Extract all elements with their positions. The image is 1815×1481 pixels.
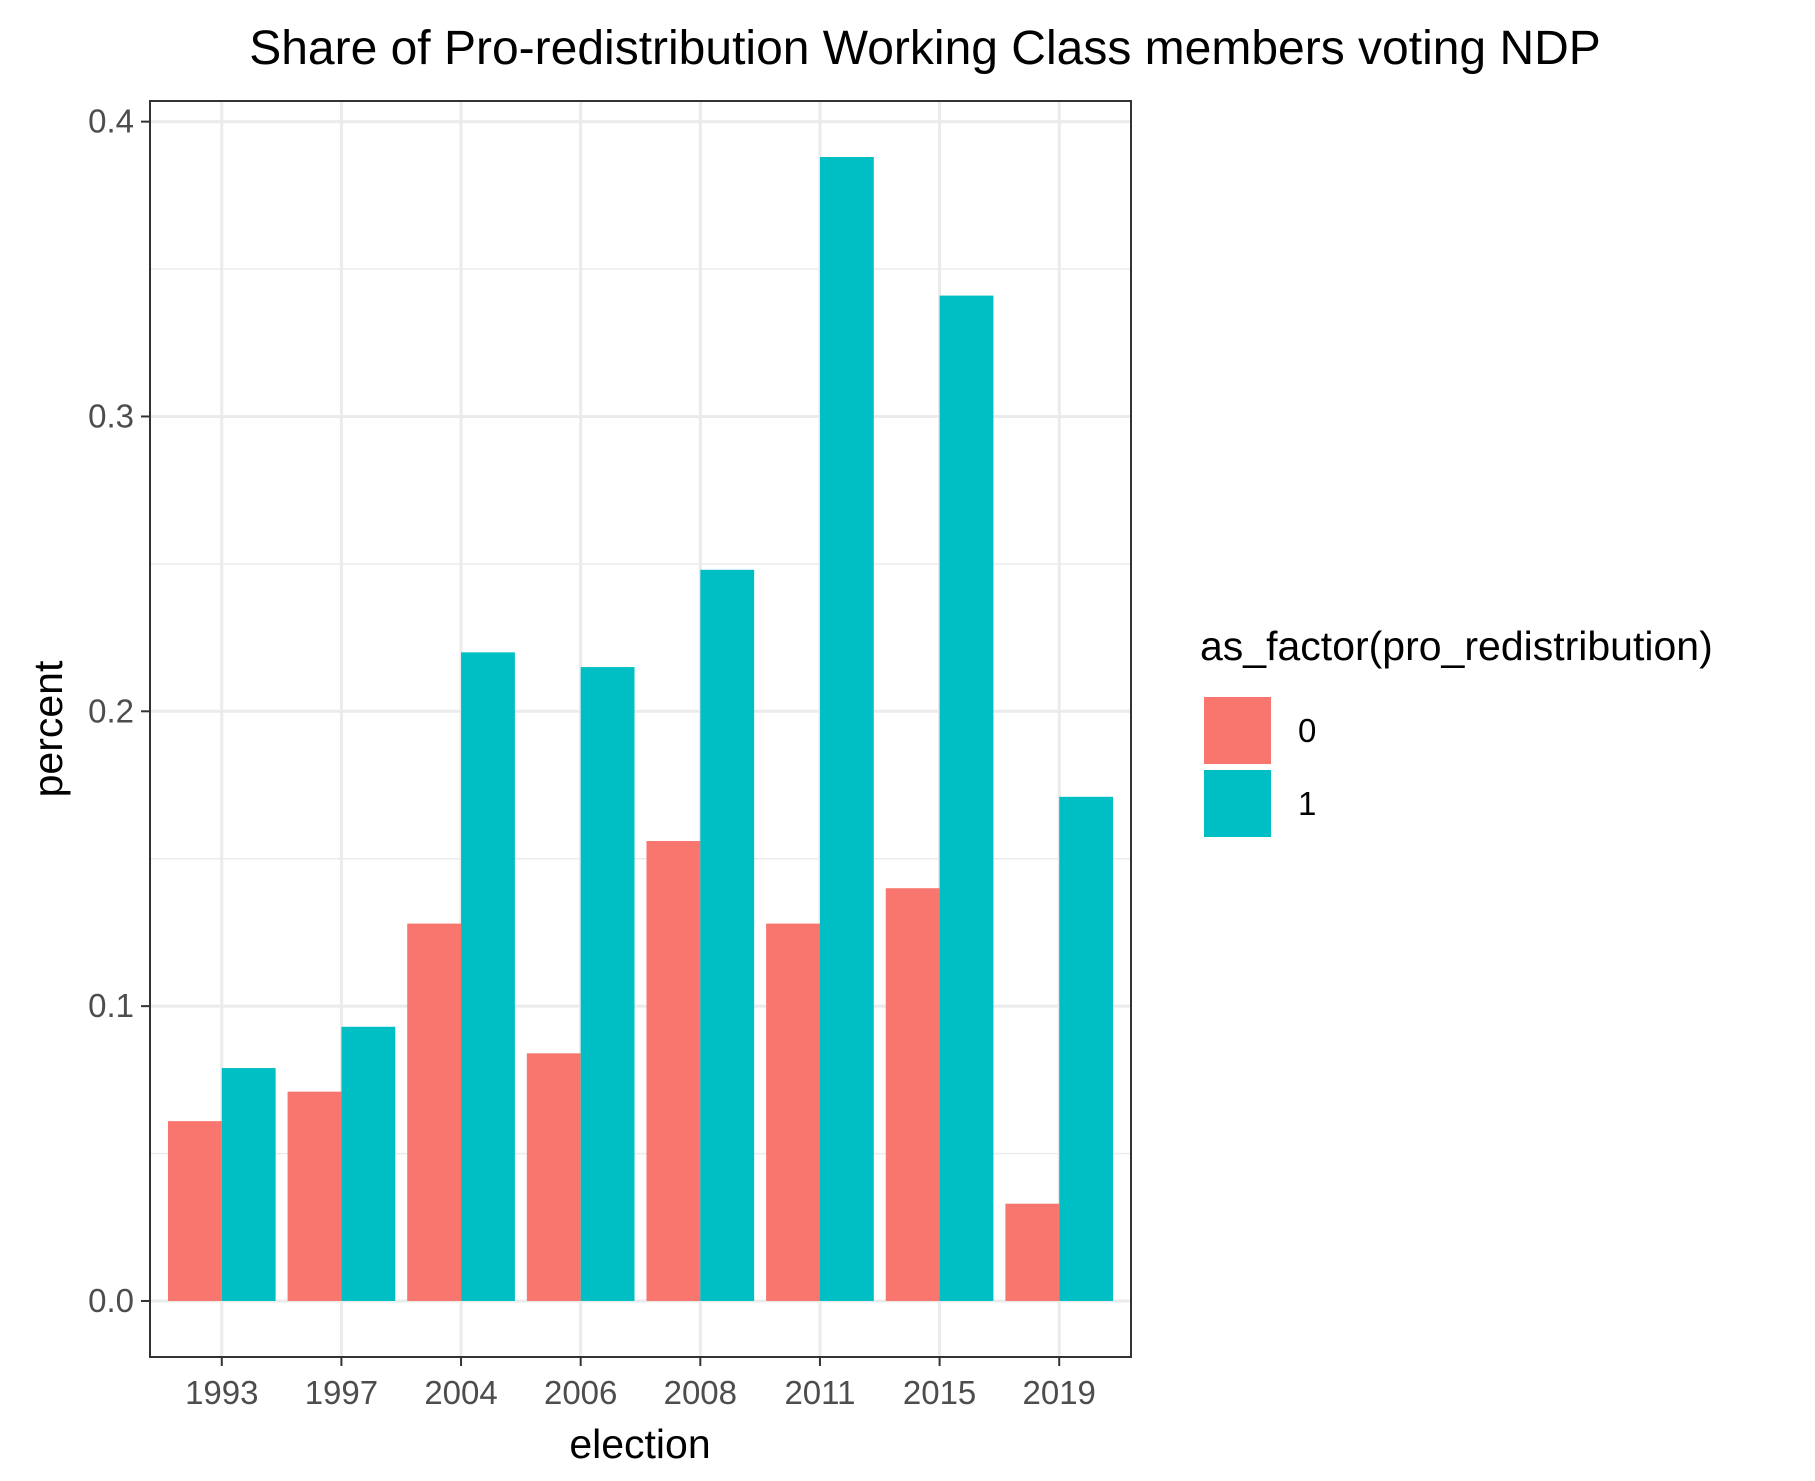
bar-series-0-1993 — [167, 1121, 222, 1301]
legend-key-1 — [1204, 770, 1271, 837]
y-tick-label: 0.2 — [88, 692, 134, 729]
legend-label-1: 1 — [1298, 785, 1316, 822]
bar-series-1-2011 — [819, 157, 874, 1301]
bar-series-1-2008 — [700, 569, 755, 1301]
y-tick-label: 0.1 — [88, 987, 134, 1024]
x-tick-label: 2008 — [664, 1374, 737, 1411]
x-tick-label: 1997 — [305, 1374, 378, 1411]
bars — [167, 157, 1114, 1301]
legend-key-0 — [1204, 697, 1271, 764]
x-tick-label: 2019 — [1023, 1374, 1096, 1411]
x-tick-label: 1993 — [185, 1374, 258, 1411]
bar-series-0-1997 — [287, 1091, 342, 1301]
x-tick-label: 2006 — [544, 1374, 617, 1411]
legend-title: as_factor(pro_redistribution) — [1200, 623, 1713, 669]
y-axis-title: percent — [25, 660, 71, 797]
x-tick-label: 2015 — [903, 1374, 976, 1411]
panel-border — [149, 100, 1132, 1358]
bar-series-0-2008 — [646, 841, 701, 1301]
chart-title: Share of Pro-redistribution Working Clas… — [249, 22, 1601, 75]
y-tick-label: 0.0 — [88, 1282, 134, 1319]
bar-series-1-2006 — [580, 667, 635, 1301]
bar-series-0-2015 — [885, 888, 940, 1301]
legend-items: 01 — [1204, 697, 1316, 837]
bar-series-1-1993 — [221, 1068, 276, 1301]
x-axis: 1993 1997 2004 2006 2008 2011 2015 2019 — [185, 1357, 1096, 1411]
bar-series-1-2015 — [939, 295, 994, 1301]
bar-series-0-2004 — [407, 923, 462, 1301]
legend-label-0: 0 — [1298, 712, 1316, 749]
bar-series-0-2006 — [526, 1053, 581, 1301]
x-axis-title: election — [569, 1421, 710, 1467]
bar-series-0-2011 — [766, 923, 820, 1301]
x-tick-label: 2011 — [784, 1374, 855, 1411]
x-tick-label: 2004 — [424, 1374, 497, 1411]
bar-series-1-1997 — [341, 1026, 396, 1301]
y-tick-label: 0.3 — [88, 397, 134, 434]
bar-series-0-2019 — [1005, 1203, 1060, 1301]
y-tick-label: 0.4 — [88, 103, 134, 140]
legend: as_factor(pro_redistribution) 01 — [1200, 623, 1713, 837]
y-axis: 0.0 0.1 0.2 0.3 0.4 — [88, 103, 150, 1319]
bar-series-1-2019 — [1059, 796, 1114, 1301]
bar-series-1-2004 — [461, 652, 515, 1301]
